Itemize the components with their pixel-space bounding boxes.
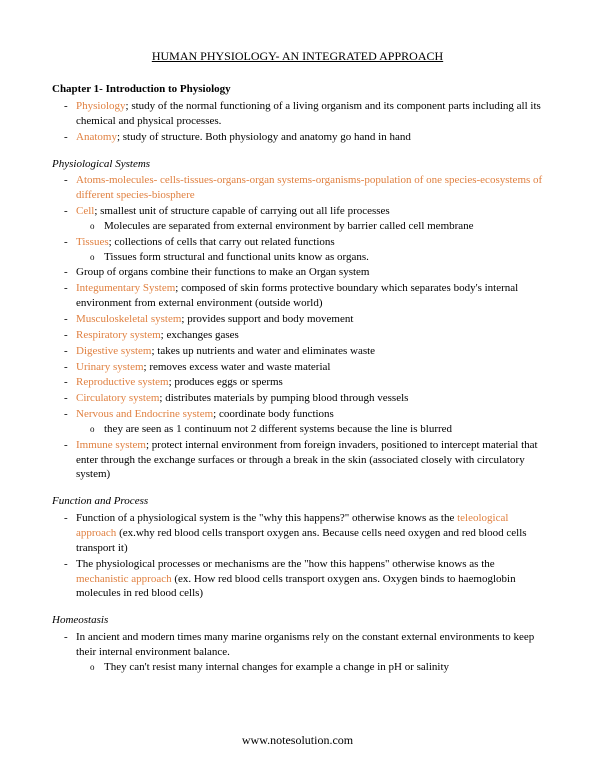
sub-item: Molecules are separated from external en… bbox=[104, 219, 543, 234]
definition-text: ; distributes materials by pumping blood… bbox=[159, 392, 408, 404]
term: Tissues bbox=[76, 236, 109, 248]
definition-text: ; exchanges gases bbox=[161, 329, 239, 341]
list-item: Nervous and Endocrine system; coordinate… bbox=[76, 407, 543, 437]
text-pre: Function of a physiological system is th… bbox=[76, 512, 457, 524]
list-item: Digestive system; takes up nutrients and… bbox=[76, 344, 543, 359]
definition-text: ; smallest unit of structure capable of … bbox=[94, 205, 389, 217]
definition-text: ; study of structure. Both physiology an… bbox=[117, 131, 411, 143]
term: Urinary system bbox=[76, 361, 144, 373]
list-item: In ancient and modern times many marine … bbox=[76, 630, 543, 675]
sub-item: They can't resist many internal changes … bbox=[104, 660, 543, 675]
term: Reproductive system bbox=[76, 376, 169, 388]
chapter-heading: Chapter 1- Introduction to Physiology bbox=[52, 82, 543, 97]
list-item: The physiological processes or mechanism… bbox=[76, 557, 543, 602]
list-item: Tissues; collections of cells that carry… bbox=[76, 235, 543, 265]
list-item: Musculoskeletal system; provides support… bbox=[76, 312, 543, 327]
intro-list: Physiology; study of the normal function… bbox=[52, 99, 543, 145]
definition-text: ; collections of cells that carry out re… bbox=[109, 236, 335, 248]
list-item: Reproductive system; produces eggs or sp… bbox=[76, 375, 543, 390]
term: Cell bbox=[76, 205, 94, 217]
list-item: Anatomy; study of structure. Both physio… bbox=[76, 130, 543, 145]
page-title: HUMAN PHYSIOLOGY- AN INTEGRATED APPROACH bbox=[52, 48, 543, 64]
term: Nervous and Endocrine system bbox=[76, 408, 213, 420]
list-item: Urinary system; removes excess water and… bbox=[76, 360, 543, 375]
term: mechanistic approach bbox=[76, 573, 172, 585]
term: Atoms-molecules- cells-tissues-organs-or… bbox=[76, 174, 542, 201]
term: Respiratory system bbox=[76, 329, 161, 341]
sub-list: They can't resist many internal changes … bbox=[76, 660, 543, 675]
section-header: Physiological Systems bbox=[52, 157, 543, 172]
definition-text: ; coordinate body functions bbox=[213, 408, 334, 420]
term: Integumentary System bbox=[76, 282, 175, 294]
term: Anatomy bbox=[76, 131, 117, 143]
definition-text: ; takes up nutrients and water and elimi… bbox=[151, 345, 375, 357]
list-item: Circulatory system; distributes material… bbox=[76, 391, 543, 406]
sub-item: Tissues form structural and functional u… bbox=[104, 250, 543, 265]
term: Digestive system bbox=[76, 345, 151, 357]
homeostasis-list: In ancient and modern times many marine … bbox=[52, 630, 543, 675]
item-text: In ancient and modern times many marine … bbox=[76, 631, 534, 658]
section-header: Function and Process bbox=[52, 494, 543, 509]
text-pre: The physiological processes or mechanism… bbox=[76, 558, 495, 570]
term: Immune system bbox=[76, 439, 146, 451]
list-item: Physiology; study of the normal function… bbox=[76, 99, 543, 129]
list-item: Respiratory system; exchanges gases bbox=[76, 328, 543, 343]
physiological-systems-list: Atoms-molecules- cells-tissues-organs-or… bbox=[52, 173, 543, 482]
sub-list: Tissues form structural and functional u… bbox=[76, 250, 543, 265]
list-item: Atoms-molecules- cells-tissues-organs-or… bbox=[76, 173, 543, 203]
sub-item: they are seen as 1 continuum not 2 diffe… bbox=[104, 422, 543, 437]
section-header: Homeostasis bbox=[52, 613, 543, 628]
sub-list: they are seen as 1 continuum not 2 diffe… bbox=[76, 422, 543, 437]
definition-text: ; provides support and body movement bbox=[181, 313, 353, 325]
sub-list: Molecules are separated from external en… bbox=[76, 219, 543, 234]
text-post: (ex.why red blood cells transport oxygen… bbox=[76, 527, 527, 554]
list-item: Function of a physiological system is th… bbox=[76, 511, 543, 556]
term: Physiology bbox=[76, 100, 126, 112]
function-process-list: Function of a physiological system is th… bbox=[52, 511, 543, 601]
list-item: Integumentary System; composed of skin f… bbox=[76, 281, 543, 311]
definition-text: ; study of the normal functioning of a l… bbox=[76, 100, 541, 127]
footer-url: www.notesolution.com bbox=[0, 732, 595, 748]
term: Musculoskeletal system bbox=[76, 313, 181, 325]
list-item: Group of organs combine their functions … bbox=[76, 265, 543, 280]
list-item: Cell; smallest unit of structure capable… bbox=[76, 204, 543, 234]
definition-text: ; protect internal environment from fore… bbox=[76, 439, 538, 481]
definition-text: ; produces eggs or sperms bbox=[169, 376, 283, 388]
list-item: Immune system; protect internal environm… bbox=[76, 438, 543, 483]
term: Circulatory system bbox=[76, 392, 159, 404]
definition-text: ; removes excess water and waste materia… bbox=[144, 361, 331, 373]
